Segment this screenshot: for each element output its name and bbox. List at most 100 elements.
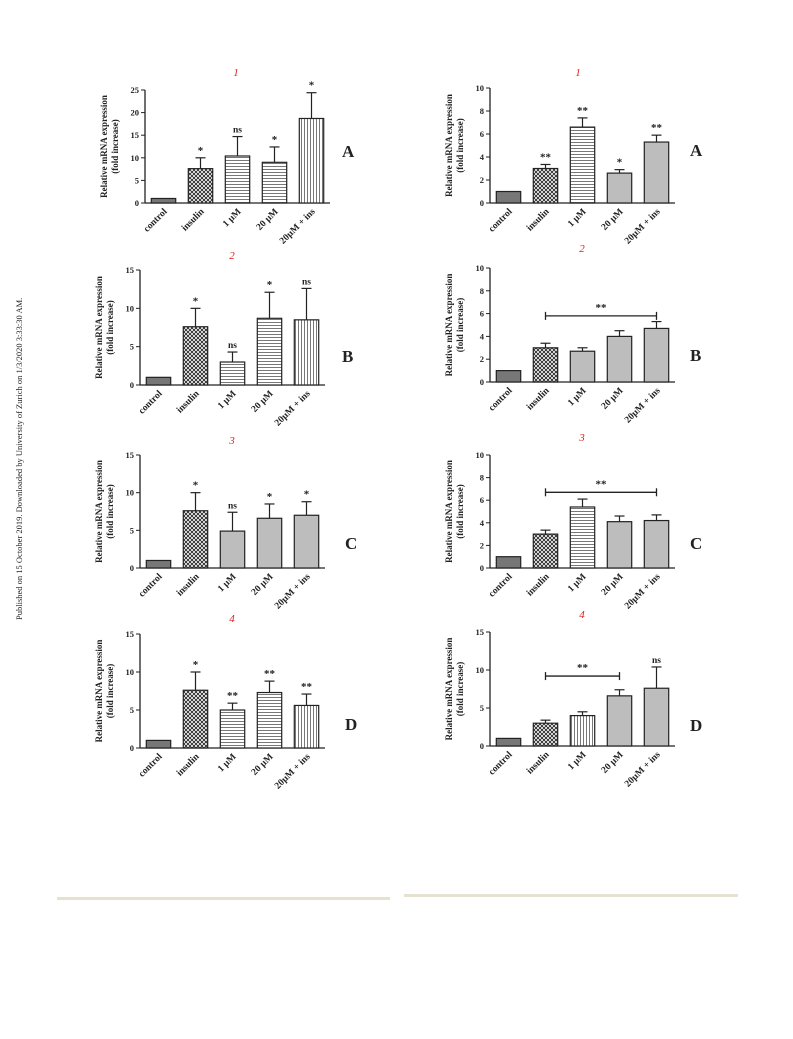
panel-number: 4 (229, 613, 235, 625)
y-tick-label: 10 (131, 153, 140, 163)
y-axis-label: (fold increase) (455, 118, 465, 173)
panel-number: 2 (579, 243, 585, 255)
y-tick-label: 10 (126, 488, 135, 498)
y-tick-label: 0 (480, 377, 484, 387)
category-label: insulin (175, 389, 202, 416)
significance-label: * (309, 80, 315, 92)
category-label: insulin (525, 572, 552, 599)
y-tick-label: 0 (130, 743, 134, 753)
category-label: 20 µM (600, 386, 626, 412)
panel-letter: B (342, 347, 353, 366)
bar (643, 519, 670, 569)
significance-label: * (267, 279, 273, 291)
category-label: 1 µM (216, 752, 238, 774)
category-label: insulin (175, 752, 202, 779)
bar (606, 695, 633, 747)
bar (643, 141, 670, 204)
category-label: 1 µM (566, 750, 588, 772)
y-tick-label: 25 (131, 85, 140, 95)
y-tick-label: 10 (126, 303, 135, 313)
category-label: 20µM + ins (623, 750, 663, 790)
category-label: 1 µM (216, 572, 238, 594)
category-label: control (142, 207, 170, 235)
y-axis-label: Relative mRNA expression (444, 274, 454, 377)
y-axis-label: (fold increase) (455, 298, 465, 353)
significance-label: ** (651, 122, 663, 134)
panel-letter: B (690, 346, 701, 365)
category-label: control (137, 572, 165, 600)
panel-letter: D (345, 715, 357, 734)
bar (569, 714, 596, 747)
category-label: 20µM + ins (278, 207, 318, 247)
panel-letter: C (345, 534, 357, 553)
y-tick-label: 4 (480, 331, 485, 341)
category-label: 20 µM (250, 572, 276, 598)
bar (532, 167, 559, 204)
category-label: insulin (175, 572, 202, 599)
bar (187, 168, 214, 204)
y-tick-label: 5 (130, 705, 134, 715)
category-label: control (487, 207, 515, 235)
y-tick-label: 2 (480, 540, 484, 550)
category-label: insulin (525, 750, 552, 777)
bar (145, 739, 172, 749)
bar (256, 691, 283, 749)
significance-label: * (193, 295, 199, 307)
bar (145, 559, 172, 569)
y-tick-label: 15 (126, 629, 135, 639)
bar (532, 347, 559, 383)
y-tick-label: 20 (131, 108, 140, 118)
y-tick-label: 5 (130, 342, 134, 352)
bar (182, 689, 209, 749)
panel-number: 2 (229, 250, 235, 262)
y-tick-label: 6 (480, 129, 484, 139)
y-axis-label: (fold increase) (105, 484, 115, 539)
bar (569, 506, 596, 569)
y-tick-label: 5 (130, 525, 134, 535)
chart-panel-2: 0 2 4 6 8 10 Relative mRNA expression (fold inc… (444, 67, 703, 246)
bar (293, 704, 320, 749)
y-axis-label: (fold increase) (455, 662, 465, 717)
y-tick-label: 2 (480, 175, 484, 185)
category-label: control (487, 572, 515, 600)
significance-label: ns (652, 656, 661, 666)
category-label: 20 µM (250, 752, 276, 778)
divider-right (404, 894, 738, 897)
significance-label: ** (227, 690, 239, 702)
bar (495, 556, 522, 569)
bracket-label: ** (596, 302, 608, 314)
panel-letter: D (690, 716, 702, 735)
chart-panel-6: 0 2 4 6 8 10 Relative mRNA expression (fold inc… (444, 432, 702, 611)
significance-label: ** (577, 105, 589, 117)
category-label: 1 µM (566, 386, 588, 408)
significance-label: ns (228, 341, 237, 351)
chart-panel-4: 0 2 4 6 8 10 Relative mRNA expression (fold inc… (444, 243, 701, 425)
category-label: 20 µM (250, 389, 276, 415)
bar (293, 319, 320, 386)
bar (182, 326, 209, 386)
divider-left (57, 897, 390, 900)
bar (219, 709, 246, 749)
bar (606, 335, 633, 383)
significance-label: * (304, 489, 310, 501)
panel-letter: C (690, 534, 702, 553)
chart-panel-1: 0 5 10 15 20 25 Relative mRNA expression (fold … (99, 67, 355, 246)
y-tick-label: 5 (135, 175, 139, 185)
bar (495, 190, 522, 204)
y-axis-label: Relative mRNA expression (444, 638, 454, 741)
y-tick-label: 0 (130, 563, 134, 573)
y-tick-label: 10 (476, 665, 485, 675)
y-axis-label: Relative mRNA expression (99, 95, 109, 198)
panel-number: 3 (578, 432, 585, 444)
bar (298, 117, 325, 204)
y-axis-label: Relative mRNA expression (94, 460, 104, 563)
significance-label: * (198, 145, 204, 157)
significance-label: ** (301, 681, 313, 693)
bar (261, 161, 288, 204)
category-label: 1 µM (221, 207, 243, 229)
category-label: 20µM + ins (623, 386, 663, 426)
y-tick-label: 5 (480, 703, 484, 713)
significance-label: * (193, 480, 199, 492)
significance-label: ns (233, 126, 242, 136)
y-axis-label: Relative mRNA expression (94, 640, 104, 743)
